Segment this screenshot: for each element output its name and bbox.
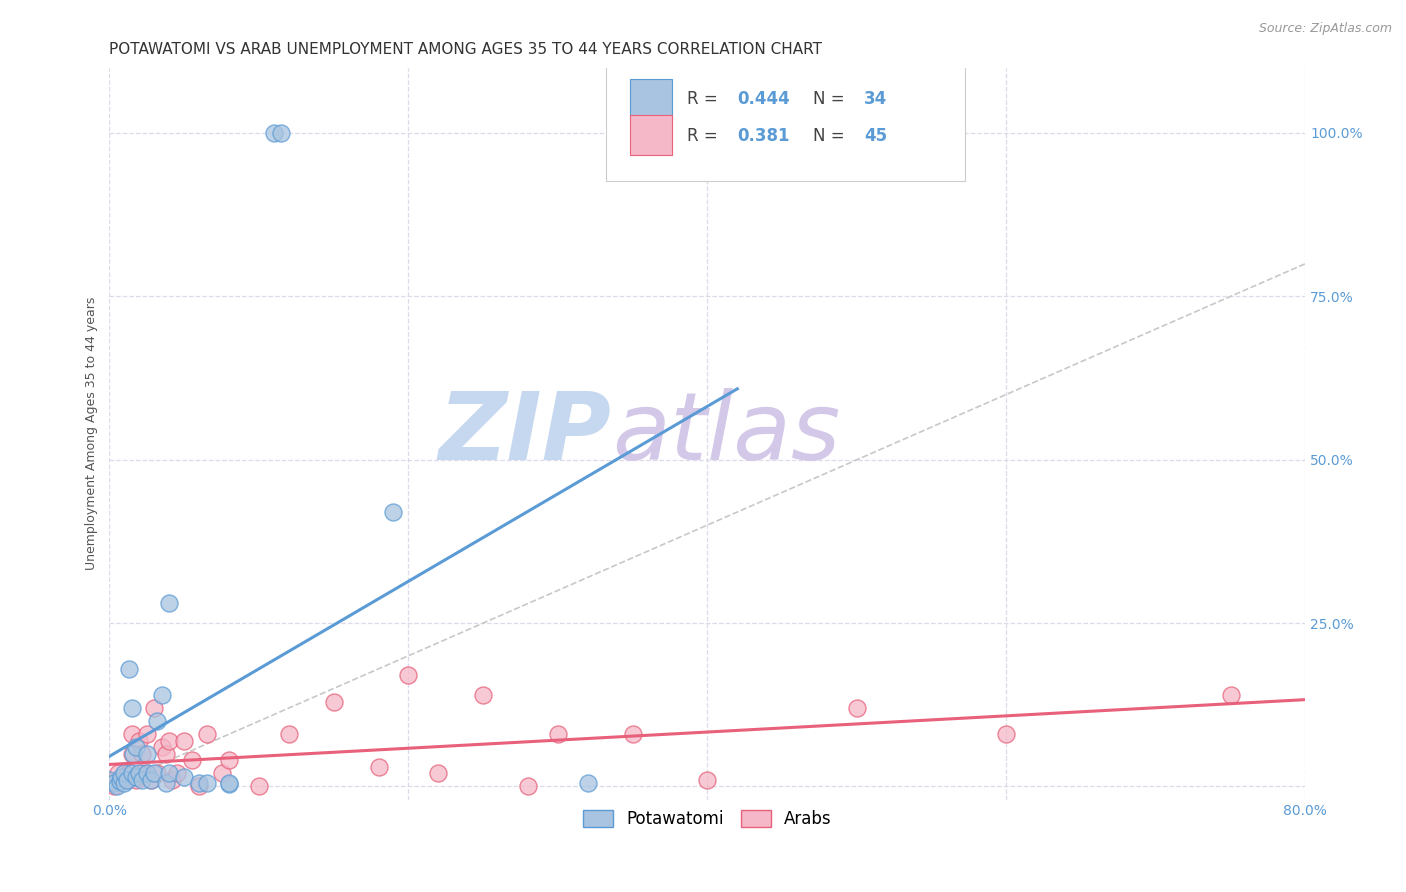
Point	[621, 727, 644, 741]
Point	[98, 776, 121, 790]
Text: 45: 45	[865, 127, 887, 145]
Point	[157, 597, 180, 611]
Point	[247, 780, 270, 794]
Point	[517, 780, 540, 794]
Point	[141, 772, 163, 787]
Point	[270, 126, 292, 140]
Point	[122, 747, 145, 761]
Text: POTAWATOMI VS ARAB UNEMPLOYMENT AMONG AGES 35 TO 44 YEARS CORRELATION CHART: POTAWATOMI VS ARAB UNEMPLOYMENT AMONG AG…	[110, 42, 823, 57]
Point	[125, 772, 148, 787]
Point	[218, 776, 240, 790]
Point	[157, 766, 180, 780]
Point	[135, 727, 157, 741]
Point	[173, 733, 195, 747]
Text: N =: N =	[813, 90, 849, 108]
Point	[121, 747, 143, 761]
Point	[188, 780, 211, 794]
Text: 0.444: 0.444	[737, 90, 790, 108]
Point	[146, 766, 169, 780]
Point	[98, 772, 121, 787]
Point	[218, 777, 240, 791]
Point	[121, 766, 143, 780]
Point	[103, 780, 125, 794]
Point	[367, 760, 389, 774]
Point	[124, 770, 146, 784]
Point	[322, 694, 344, 708]
Point	[427, 766, 450, 780]
Point	[143, 766, 166, 780]
Point	[135, 766, 157, 780]
Text: 0.381: 0.381	[737, 127, 790, 145]
Point	[105, 772, 128, 787]
Point	[141, 772, 163, 787]
Point	[105, 780, 128, 794]
Point	[211, 766, 233, 780]
Point	[263, 126, 285, 140]
Point	[125, 740, 148, 755]
Point	[195, 727, 218, 741]
Point	[155, 776, 177, 790]
Point	[118, 766, 141, 780]
Point	[107, 766, 129, 780]
Point	[472, 688, 495, 702]
Point	[117, 772, 139, 787]
Point	[157, 733, 180, 747]
Point	[110, 772, 132, 787]
Point	[173, 770, 195, 784]
Point	[396, 668, 419, 682]
Point	[118, 662, 141, 676]
Point	[110, 770, 132, 784]
Point	[547, 727, 569, 741]
Point	[112, 776, 135, 790]
Point	[131, 772, 153, 787]
Point	[135, 766, 157, 780]
Point	[121, 701, 143, 715]
Point	[382, 505, 405, 519]
Point	[1219, 688, 1241, 702]
Point	[188, 776, 211, 790]
Point	[195, 776, 218, 790]
Text: N =: N =	[813, 127, 849, 145]
Point	[146, 714, 169, 728]
Point	[131, 747, 153, 761]
Point	[108, 774, 131, 789]
FancyBboxPatch shape	[630, 78, 672, 119]
Point	[155, 747, 177, 761]
Point	[180, 753, 202, 767]
Point	[135, 747, 157, 761]
Point	[166, 766, 188, 780]
Text: R =: R =	[688, 127, 723, 145]
FancyBboxPatch shape	[630, 115, 672, 155]
Point	[143, 701, 166, 715]
Text: atlas: atlas	[612, 388, 839, 479]
Point	[128, 733, 150, 747]
Point	[277, 727, 299, 741]
Text: Source: ZipAtlas.com: Source: ZipAtlas.com	[1258, 22, 1392, 36]
Legend: Potawatomi, Arabs: Potawatomi, Arabs	[576, 804, 838, 835]
Point	[150, 740, 173, 755]
FancyBboxPatch shape	[606, 53, 965, 181]
Text: ZIP: ZIP	[439, 388, 612, 480]
Point	[845, 701, 868, 715]
Point	[117, 772, 139, 787]
Point	[160, 772, 183, 787]
Text: R =: R =	[688, 90, 723, 108]
Point	[150, 688, 173, 702]
Point	[128, 766, 150, 780]
Point	[576, 776, 599, 790]
Point	[995, 727, 1018, 741]
Point	[112, 766, 135, 780]
Point	[112, 770, 135, 784]
Point	[131, 766, 153, 780]
Y-axis label: Unemployment Among Ages 35 to 44 years: Unemployment Among Ages 35 to 44 years	[86, 297, 98, 570]
Text: 34: 34	[865, 90, 887, 108]
Point	[218, 753, 240, 767]
Point	[103, 776, 125, 790]
Point	[121, 727, 143, 741]
Point	[125, 770, 148, 784]
Point	[696, 772, 718, 787]
